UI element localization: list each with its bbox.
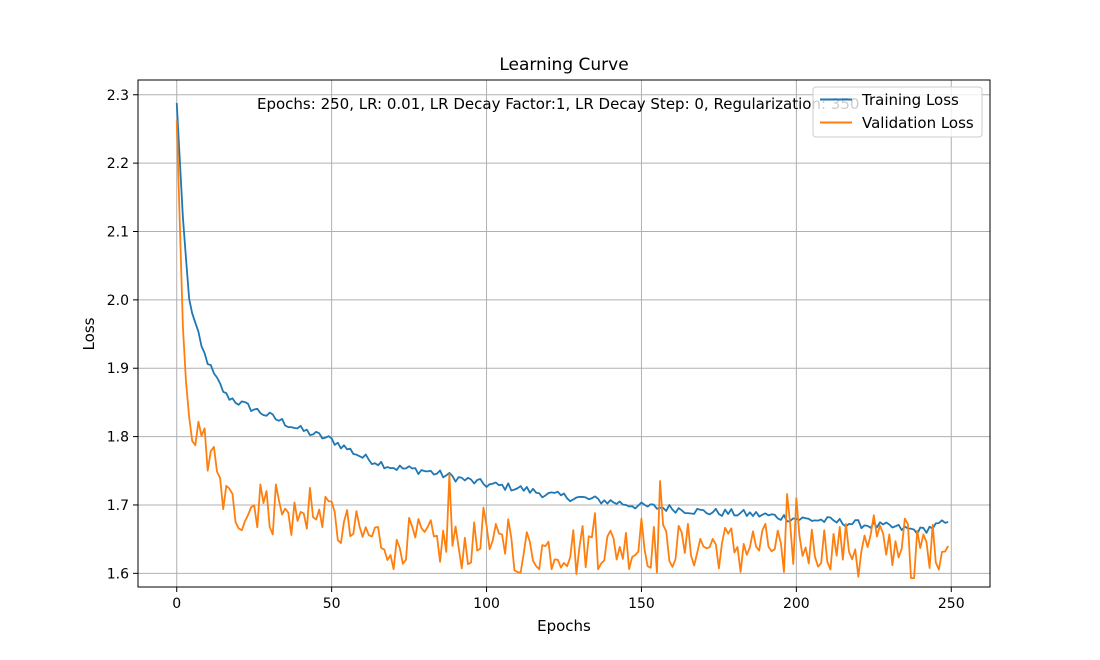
x-tick-label: 150 xyxy=(628,596,655,612)
chart-title: Learning Curve xyxy=(499,55,628,75)
legend-label-training: Training Loss xyxy=(861,91,959,109)
y-tick-label: 2.0 xyxy=(107,293,129,309)
plot-area-frame xyxy=(137,79,991,588)
x-tick-label: 0 xyxy=(172,596,181,612)
legend-label-validation: Validation Loss xyxy=(862,114,974,132)
y-tick-label: 2.2 xyxy=(107,156,129,172)
y-tick-label: 1.6 xyxy=(107,566,129,582)
y-tick-label: 2.1 xyxy=(107,224,129,240)
validation-loss-line xyxy=(175,120,949,580)
legend: Training Loss Validation Loss xyxy=(812,86,983,138)
x-tick-label: 250 xyxy=(938,596,965,612)
y-tick-label: 1.9 xyxy=(107,361,129,377)
x-tick-label: 100 xyxy=(473,596,500,612)
legend-box xyxy=(812,86,983,138)
plot-series xyxy=(175,102,949,580)
training-loss-line xyxy=(175,102,949,535)
axis-ticks: 0 50 100 150 200 250 1.6 1.7 1.8 1.9 2.0 2.1 2.2 2.3 xyxy=(107,88,965,612)
y-tick-label: 1.8 xyxy=(107,430,129,446)
x-tick-label: 50 xyxy=(323,596,341,612)
y-axis-label: Loss xyxy=(80,317,98,350)
x-tick-label: 200 xyxy=(783,596,810,612)
y-tick-label: 2.3 xyxy=(107,88,129,104)
hyperparameter-annotation: Epochs: 250, LR: 0.01, LR Decay Factor:1… xyxy=(257,95,859,113)
y-tick-label: 1.7 xyxy=(107,498,129,514)
x-axis-label: Epochs xyxy=(537,617,591,635)
